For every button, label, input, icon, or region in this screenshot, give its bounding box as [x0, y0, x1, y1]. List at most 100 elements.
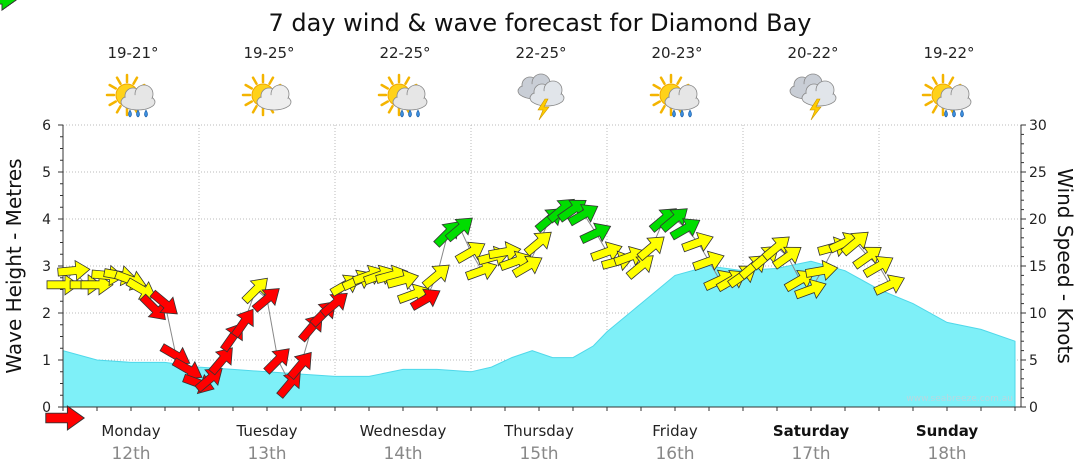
sun-ray	[676, 76, 683, 85]
axes: 0 1 2 3 4 5 6 0 5 10 15 20 25 30	[42, 118, 1047, 416]
sun-ray	[948, 76, 955, 85]
day-name-label: Sunday	[916, 422, 979, 440]
wind-arrow	[409, 288, 441, 311]
sun-ray	[659, 76, 666, 85]
left-tick-label: 3	[42, 259, 51, 275]
sun-cloud-icon	[241, 73, 292, 117]
right-tick-label: 15	[1029, 259, 1047, 275]
rain-drop	[672, 109, 676, 118]
sun-cloud-rain-icon	[921, 73, 972, 118]
wind-arrow	[45, 405, 86, 431]
rain-drop	[136, 109, 140, 118]
sun-ray	[931, 105, 938, 114]
wind-arrow	[263, 348, 290, 375]
sun-ray	[659, 105, 666, 114]
storm-cloud-icon	[517, 73, 565, 121]
day-name-label: Friday	[652, 422, 698, 440]
wind-arrow	[794, 278, 827, 300]
wind-arrow	[208, 347, 233, 376]
wind-arrow	[862, 255, 894, 279]
wind-arrow	[659, 208, 688, 233]
sun-cloud-rain-icon	[377, 73, 428, 118]
right-tick-label: 25	[1029, 165, 1047, 181]
wind-arrow	[761, 236, 790, 262]
left-axis-label: Wave Height - Metres	[2, 158, 26, 373]
sun-cloud-rain-icon	[649, 73, 700, 118]
left-tick-label: 1	[42, 353, 51, 369]
day-name-label: Thursday	[503, 422, 574, 440]
cloud-shape	[804, 91, 834, 103]
wind-arrow	[57, 259, 91, 282]
day-labels: Monday 12th Tuesday 13th Wednesday 14th Thursd…	[101, 422, 978, 464]
day-date-label: 14th	[383, 444, 422, 464]
sun-ray	[132, 76, 139, 85]
sun-ray	[244, 83, 253, 90]
sun-ray	[108, 83, 117, 90]
day-name-label: Monday	[101, 422, 160, 440]
rain-drop	[144, 109, 148, 118]
wind-arrow	[771, 246, 802, 270]
wind-arrow	[840, 231, 869, 257]
right-tick-label: 20	[1029, 212, 1047, 228]
sun-ray	[387, 105, 394, 114]
day-temperature: 22-25°	[515, 44, 566, 62]
rain-drop	[408, 109, 412, 118]
sun-ray	[652, 83, 661, 90]
wind-arrow	[149, 289, 178, 315]
wind-arrow	[681, 231, 714, 253]
sun-ray	[404, 76, 411, 85]
cloud-shape	[939, 95, 969, 107]
day-name-label: Saturday	[773, 422, 850, 440]
wind-arrow	[464, 260, 498, 281]
wind-arrow	[421, 264, 450, 290]
wind-arrow	[804, 259, 839, 282]
left-tick-label: 5	[42, 165, 51, 181]
rain-drop	[128, 109, 132, 118]
wind-arrow	[230, 308, 254, 339]
right-tick-label: 30	[1029, 118, 1047, 134]
left-tick-label: 2	[42, 306, 51, 322]
cloud-shape	[667, 95, 697, 107]
sun-ray	[387, 76, 394, 85]
left-tick-label: 0	[42, 400, 51, 416]
right-axis-label: Wind Speed - Knots	[1053, 168, 1077, 364]
wind-arrows	[0, 0, 906, 431]
wind-arrow	[511, 255, 543, 279]
right-tick-label: 10	[1029, 306, 1047, 322]
wind-arrow	[454, 241, 486, 264]
sun-ray	[115, 76, 122, 85]
rain-drop	[688, 109, 692, 118]
day-temperature: 22-25°	[379, 44, 430, 62]
sun-ray	[108, 100, 117, 107]
wind-arrow	[852, 246, 882, 270]
cloud-shape	[259, 95, 289, 107]
right-tick-label: 0	[1029, 400, 1038, 416]
day-temperature: 20-22°	[787, 44, 838, 62]
sun-ray	[652, 100, 661, 107]
wind-arrow	[523, 231, 552, 257]
wind-arrow	[873, 274, 906, 296]
right-tick-label: 5	[1029, 353, 1038, 369]
day-name-label: Wednesday	[360, 422, 447, 440]
day-temperature: 19-21°	[107, 44, 158, 62]
wind-arrow	[319, 292, 348, 318]
day-date-label: 16th	[655, 444, 694, 464]
wind-arrow	[0, 0, 17, 11]
wind-arrow	[80, 274, 114, 296]
sun-cloud-rain-icon	[105, 73, 156, 118]
rain-drop	[952, 109, 956, 118]
wind-arrow	[139, 293, 166, 321]
day-date-label: 12th	[111, 444, 150, 464]
rain-drop	[400, 109, 404, 118]
cloud-shape	[532, 91, 562, 103]
wind-arrow	[386, 269, 420, 291]
wind-arrow	[251, 288, 280, 313]
sun-ray	[380, 100, 389, 107]
lightning-bolt	[809, 98, 822, 121]
lightning-bolt	[537, 98, 550, 121]
day-name-label: Tuesday	[235, 422, 297, 440]
sun-ray	[268, 76, 275, 85]
rain-drop	[680, 109, 684, 118]
day-temperature: 19-22°	[923, 44, 974, 62]
